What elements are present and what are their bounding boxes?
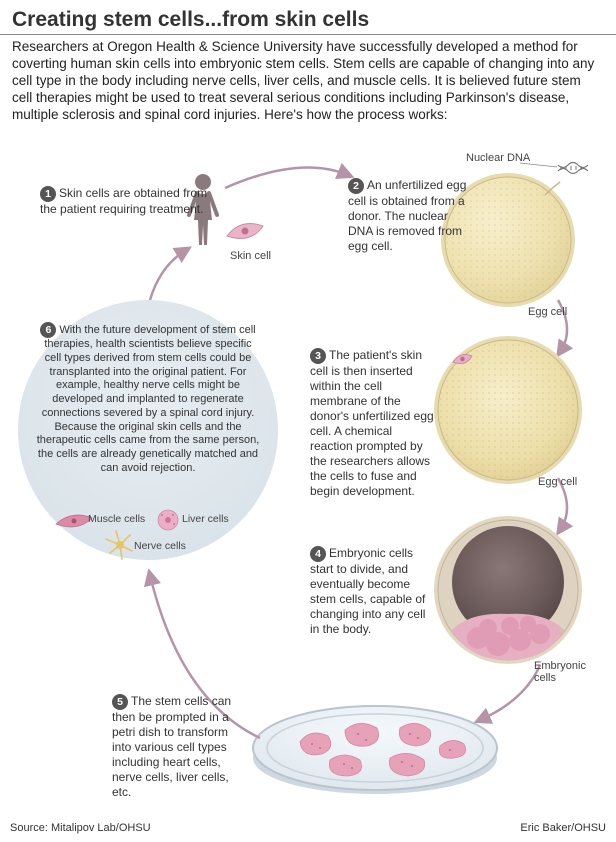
- step-5-body: The stem cells can then be prompted in a…: [112, 694, 231, 799]
- skin-cell-icon: [227, 224, 263, 239]
- embryonic-cell-4: [434, 516, 582, 664]
- step-6-circle: 6With the future development of stem cel…: [18, 300, 278, 560]
- step-2-number: 2: [348, 178, 364, 194]
- step-4-body: Embryonic cells start to divide, and eve…: [310, 546, 425, 636]
- egg-cell-label-3: Egg cell: [538, 476, 577, 488]
- step-5-number: 5: [112, 694, 128, 710]
- egg-cell-3: [434, 336, 582, 484]
- nerve-cells-label: Nerve cells: [134, 540, 186, 552]
- muscle-cells-label: Muscle cells: [88, 513, 145, 525]
- step-5-text: 5The stem cells can then be prompted in …: [112, 694, 244, 800]
- step-3-text: 3The patient's skin cell is then inserte…: [310, 348, 438, 499]
- step-6-body: With the future development of stem cell…: [37, 324, 260, 474]
- embryonic-cells-label: Embryonic cells: [534, 660, 594, 684]
- step-2-body: An unfertilized egg cell is obtained fro…: [348, 178, 466, 253]
- step-6-text: 6With the future development of stem cel…: [18, 300, 278, 476]
- author-credit: Eric Baker/OHSU: [520, 822, 606, 834]
- step-2-text: 2An unfertilized egg cell is obtained fr…: [348, 178, 468, 254]
- step-1-text: 1Skin cells are obtained from the patien…: [40, 186, 215, 217]
- arrow-4-to-5: [480, 665, 540, 720]
- step-4-number: 4: [310, 546, 326, 562]
- step-3-body: The patient's skin cell is then inserted…: [310, 348, 434, 498]
- step-6-number: 6: [40, 322, 56, 338]
- petri-dish-5: [253, 706, 497, 794]
- nuclear-dna-label: Nuclear DNA: [466, 152, 530, 164]
- step-1-number: 1: [40, 186, 56, 202]
- liver-cells-label: Liver cells: [182, 513, 229, 525]
- step-4-text: 4Embryonic cells start to divide, and ev…: [310, 546, 436, 637]
- skin-cell-label: Skin cell: [230, 250, 271, 262]
- page-title: Creating stem cells...from skin cells: [0, 0, 616, 35]
- step-3-number: 3: [310, 348, 326, 364]
- arrow-1-to-2: [225, 167, 348, 188]
- source-credit: Source: Mitalipov Lab/OHSU: [10, 822, 151, 834]
- intro-paragraph: Researchers at Oregon Health & Science U…: [0, 35, 616, 123]
- egg-cell-label-2: Egg cell: [528, 306, 567, 318]
- arrow-6-to-1: [150, 250, 186, 300]
- step-1-body: Skin cells are obtained from the patient…: [40, 186, 207, 216]
